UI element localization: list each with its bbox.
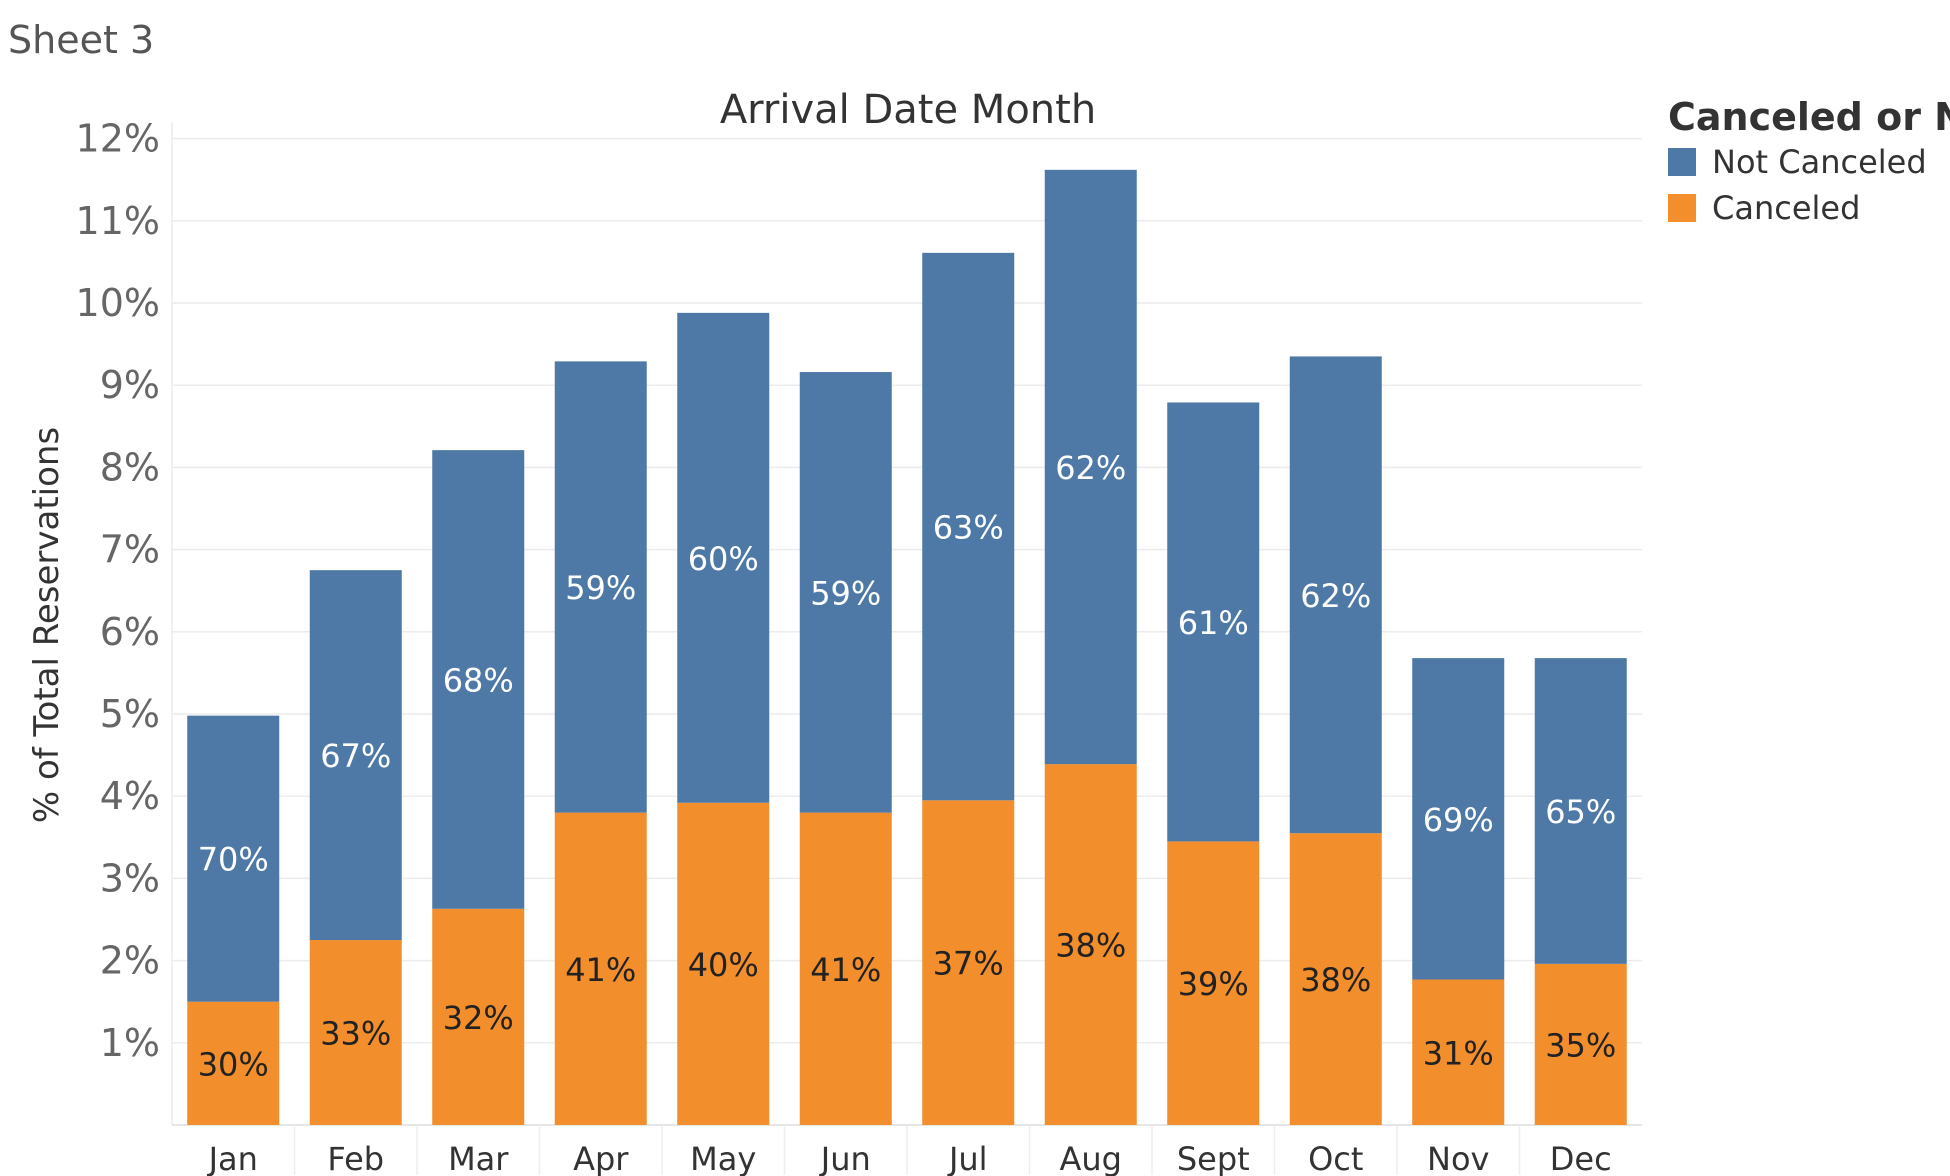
data-label-not-canceled: 61% (1178, 604, 1249, 642)
legend-item-canceled[interactable]: Canceled (1668, 185, 1950, 231)
data-label-not-canceled: 62% (1055, 449, 1126, 487)
bar-canceled-apr[interactable] (554, 812, 647, 1125)
y-tick-label: 1% (100, 1021, 160, 1065)
bar-not-canceled-feb[interactable] (309, 570, 402, 941)
bar-not-canceled-jun[interactable] (799, 372, 892, 813)
legend-title: Canceled or Not (1668, 95, 1950, 139)
bar-canceled-may[interactable] (677, 802, 770, 1125)
data-label-canceled: 38% (1300, 961, 1371, 999)
chart-title: Arrival Date Month (720, 87, 1096, 133)
bar-canceled-jun[interactable] (799, 812, 892, 1125)
data-label-not-canceled: 65% (1545, 793, 1616, 831)
bar-not-canceled-jan[interactable] (187, 715, 280, 1002)
bar-canceled-aug[interactable] (1044, 764, 1137, 1125)
bar-not-canceled-mar[interactable] (432, 450, 525, 909)
x-tick-label: Nov (1427, 1140, 1489, 1176)
data-label-not-canceled: 62% (1300, 577, 1371, 615)
legend-label-not-canceled: Not Canceled (1712, 143, 1927, 181)
bar-not-canceled-nov[interactable] (1412, 658, 1505, 980)
data-label-not-canceled: 68% (443, 661, 514, 699)
data-label-canceled: 33% (320, 1015, 391, 1053)
bars: 30% 70% 33% 67% 32% 68% 41% 59% 40% 60% 41% 59% 37% 6… (187, 169, 1627, 1125)
data-label-canceled: 39% (1178, 965, 1249, 1003)
bar-not-canceled-sept[interactable] (1167, 402, 1260, 842)
x-tick-label: Mar (448, 1140, 509, 1176)
sheet-title: Sheet 3 (8, 18, 155, 62)
y-tick-label: 3% (100, 856, 160, 900)
x-tick-label: Feb (327, 1140, 384, 1176)
bar-canceled-nov[interactable] (1412, 979, 1505, 1125)
bar-not-canceled-apr[interactable] (554, 361, 647, 813)
data-label-canceled: 30% (198, 1045, 269, 1083)
data-label-canceled: 38% (1055, 927, 1126, 965)
bar-not-canceled-oct[interactable] (1289, 356, 1382, 834)
y-axis-ticks: 1% 2% 3% 4% 5% 6% 7% 8% 9% 10% 11% 12% (76, 117, 160, 1065)
y-tick-label: 2% (100, 939, 160, 983)
data-label-not-canceled: 70% (198, 841, 269, 879)
y-tick-label: 9% (100, 363, 160, 407)
y-tick-label: 8% (100, 445, 160, 489)
y-axis-label: % of Total Reservations (27, 427, 67, 823)
y-tick-label: 7% (100, 528, 160, 572)
bar-canceled-mar[interactable] (432, 908, 525, 1125)
y-tick-label: 12% (76, 117, 160, 161)
legend-label-canceled: Canceled (1712, 189, 1861, 227)
data-label-not-canceled: 59% (565, 569, 636, 607)
y-tick-label: 11% (76, 199, 160, 243)
x-tick-label: Oct (1308, 1140, 1363, 1176)
bar-canceled-oct[interactable] (1289, 833, 1382, 1125)
legend-swatch-canceled (1668, 194, 1696, 222)
bar-canceled-feb[interactable] (309, 940, 402, 1125)
x-tick-label: Jun (819, 1140, 871, 1176)
legend-swatch-not-canceled (1668, 148, 1696, 176)
x-tick-label: May (690, 1140, 756, 1176)
y-tick-label: 10% (76, 281, 160, 325)
bar-not-canceled-dec[interactable] (1534, 658, 1627, 964)
x-tick-label: Jul (947, 1140, 988, 1176)
legend-item-not-canceled[interactable]: Not Canceled (1668, 139, 1950, 185)
x-tick-label: Aug (1060, 1140, 1122, 1176)
x-axis-ticks: Jan Feb Mar Apr May Jun Jul Aug Sept Oct Nov Dec (207, 1125, 1612, 1176)
data-label-not-canceled: 60% (688, 540, 759, 578)
bar-canceled-jan[interactable] (187, 1001, 280, 1125)
data-label-canceled: 35% (1545, 1026, 1616, 1064)
legend: Canceled or Not Not Canceled Canceled (1668, 95, 1950, 231)
data-label-not-canceled: 69% (1423, 801, 1494, 839)
bar-canceled-dec[interactable] (1534, 963, 1627, 1125)
x-tick-label: Apr (573, 1140, 629, 1176)
bar-canceled-jul[interactable] (922, 800, 1015, 1125)
x-tick-label: Dec (1550, 1140, 1612, 1176)
data-label-canceled: 41% (810, 951, 881, 989)
data-label-canceled: 32% (443, 999, 514, 1037)
x-tick-label: Sept (1177, 1140, 1250, 1176)
bar-canceled-sept[interactable] (1167, 841, 1260, 1125)
data-label-not-canceled: 67% (320, 737, 391, 775)
data-label-canceled: 31% (1423, 1034, 1494, 1072)
data-label-not-canceled: 59% (810, 574, 881, 612)
data-label-canceled: 37% (933, 945, 1004, 983)
bar-not-canceled-jul[interactable] (922, 252, 1015, 801)
y-tick-label: 6% (100, 610, 160, 654)
data-label-not-canceled: 63% (933, 509, 1004, 547)
y-tick-label: 4% (100, 774, 160, 818)
bar-not-canceled-may[interactable] (677, 312, 770, 803)
x-tick-label: Jan (207, 1140, 258, 1176)
data-label-canceled: 41% (565, 951, 636, 989)
data-label-canceled: 40% (688, 946, 759, 984)
y-tick-label: 5% (100, 692, 160, 736)
bar-not-canceled-aug[interactable] (1044, 169, 1137, 765)
